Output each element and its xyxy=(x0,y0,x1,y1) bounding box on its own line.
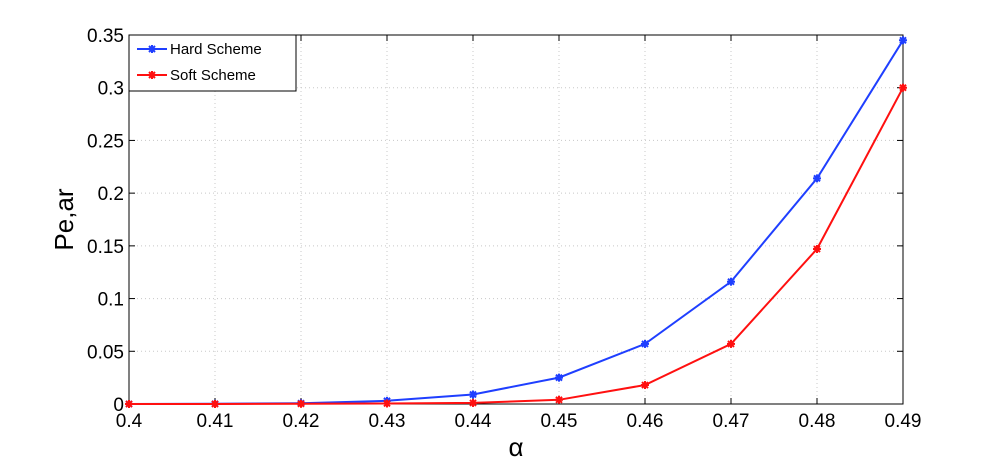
x-axis-title: α xyxy=(508,432,523,462)
data-point-hard-scheme xyxy=(727,277,735,286)
x-tick-label: 0.42 xyxy=(283,411,320,432)
y-axis-title: Pe,ar xyxy=(49,188,79,250)
x-tick-label: 0.45 xyxy=(541,411,578,432)
data-point-soft-scheme xyxy=(469,398,477,407)
data-point-soft-scheme xyxy=(555,395,563,404)
series-layer xyxy=(125,36,907,408)
data-point-soft-scheme xyxy=(727,339,735,348)
data-point-hard-scheme xyxy=(641,339,649,348)
x-tick-label: 0.46 xyxy=(627,411,664,432)
y-tick-label: 0.35 xyxy=(87,26,124,47)
data-point-soft-scheme xyxy=(125,400,133,408)
y-tick-label: 0.25 xyxy=(87,131,124,152)
legend-item-soft-scheme: Soft Scheme xyxy=(137,67,256,84)
data-point-soft-scheme xyxy=(383,399,391,408)
series-soft-scheme xyxy=(125,83,907,408)
data-point-soft-scheme xyxy=(211,400,219,408)
y-tick-label: 0.3 xyxy=(98,79,124,100)
x-tick-label: 0.47 xyxy=(713,411,750,432)
series-line-soft-scheme xyxy=(129,87,904,405)
series-hard-scheme xyxy=(125,36,907,408)
x-tick-label: 0.49 xyxy=(885,411,922,432)
x-tick-label: 0.4 xyxy=(116,411,143,432)
data-point-soft-scheme xyxy=(641,381,649,390)
x-tick-label: 0.43 xyxy=(369,411,406,432)
axis-ticks: 0.4 0.41 0.42 0.43 0.44 0.45 0.46 0.47 0.48 0.49 0… xyxy=(87,26,921,432)
y-tick-label: 0.15 xyxy=(87,237,124,258)
data-point-hard-scheme xyxy=(813,174,821,183)
legend-label: Soft Scheme xyxy=(170,67,256,84)
plot-area-frame xyxy=(128,34,904,405)
y-tick-label: 0.2 xyxy=(98,184,124,205)
legend: Hard Scheme Soft Scheme xyxy=(128,34,297,92)
data-point-soft-scheme xyxy=(297,399,305,408)
y-tick-label: 0.05 xyxy=(87,342,124,363)
data-point-hard-scheme xyxy=(899,36,907,45)
x-tick-label: 0.44 xyxy=(455,411,492,432)
legend-marker xyxy=(148,45,156,53)
series-line-hard-scheme xyxy=(128,39,904,405)
data-point-hard-scheme xyxy=(555,373,563,382)
legend-label: Hard Scheme xyxy=(170,41,262,58)
legend-box xyxy=(128,34,297,92)
x-tick-label: 0.41 xyxy=(197,411,234,432)
y-tick-label: 0.1 xyxy=(98,290,124,311)
data-point-hard-scheme xyxy=(469,390,477,399)
y-tick-label: 0 xyxy=(113,395,124,416)
legend-item-hard-scheme: Hard Scheme xyxy=(137,41,262,58)
data-point-soft-scheme xyxy=(813,245,821,254)
x-tick-label: 0.48 xyxy=(799,411,836,432)
legend-marker xyxy=(148,71,156,79)
data-point-soft-scheme xyxy=(899,83,907,92)
